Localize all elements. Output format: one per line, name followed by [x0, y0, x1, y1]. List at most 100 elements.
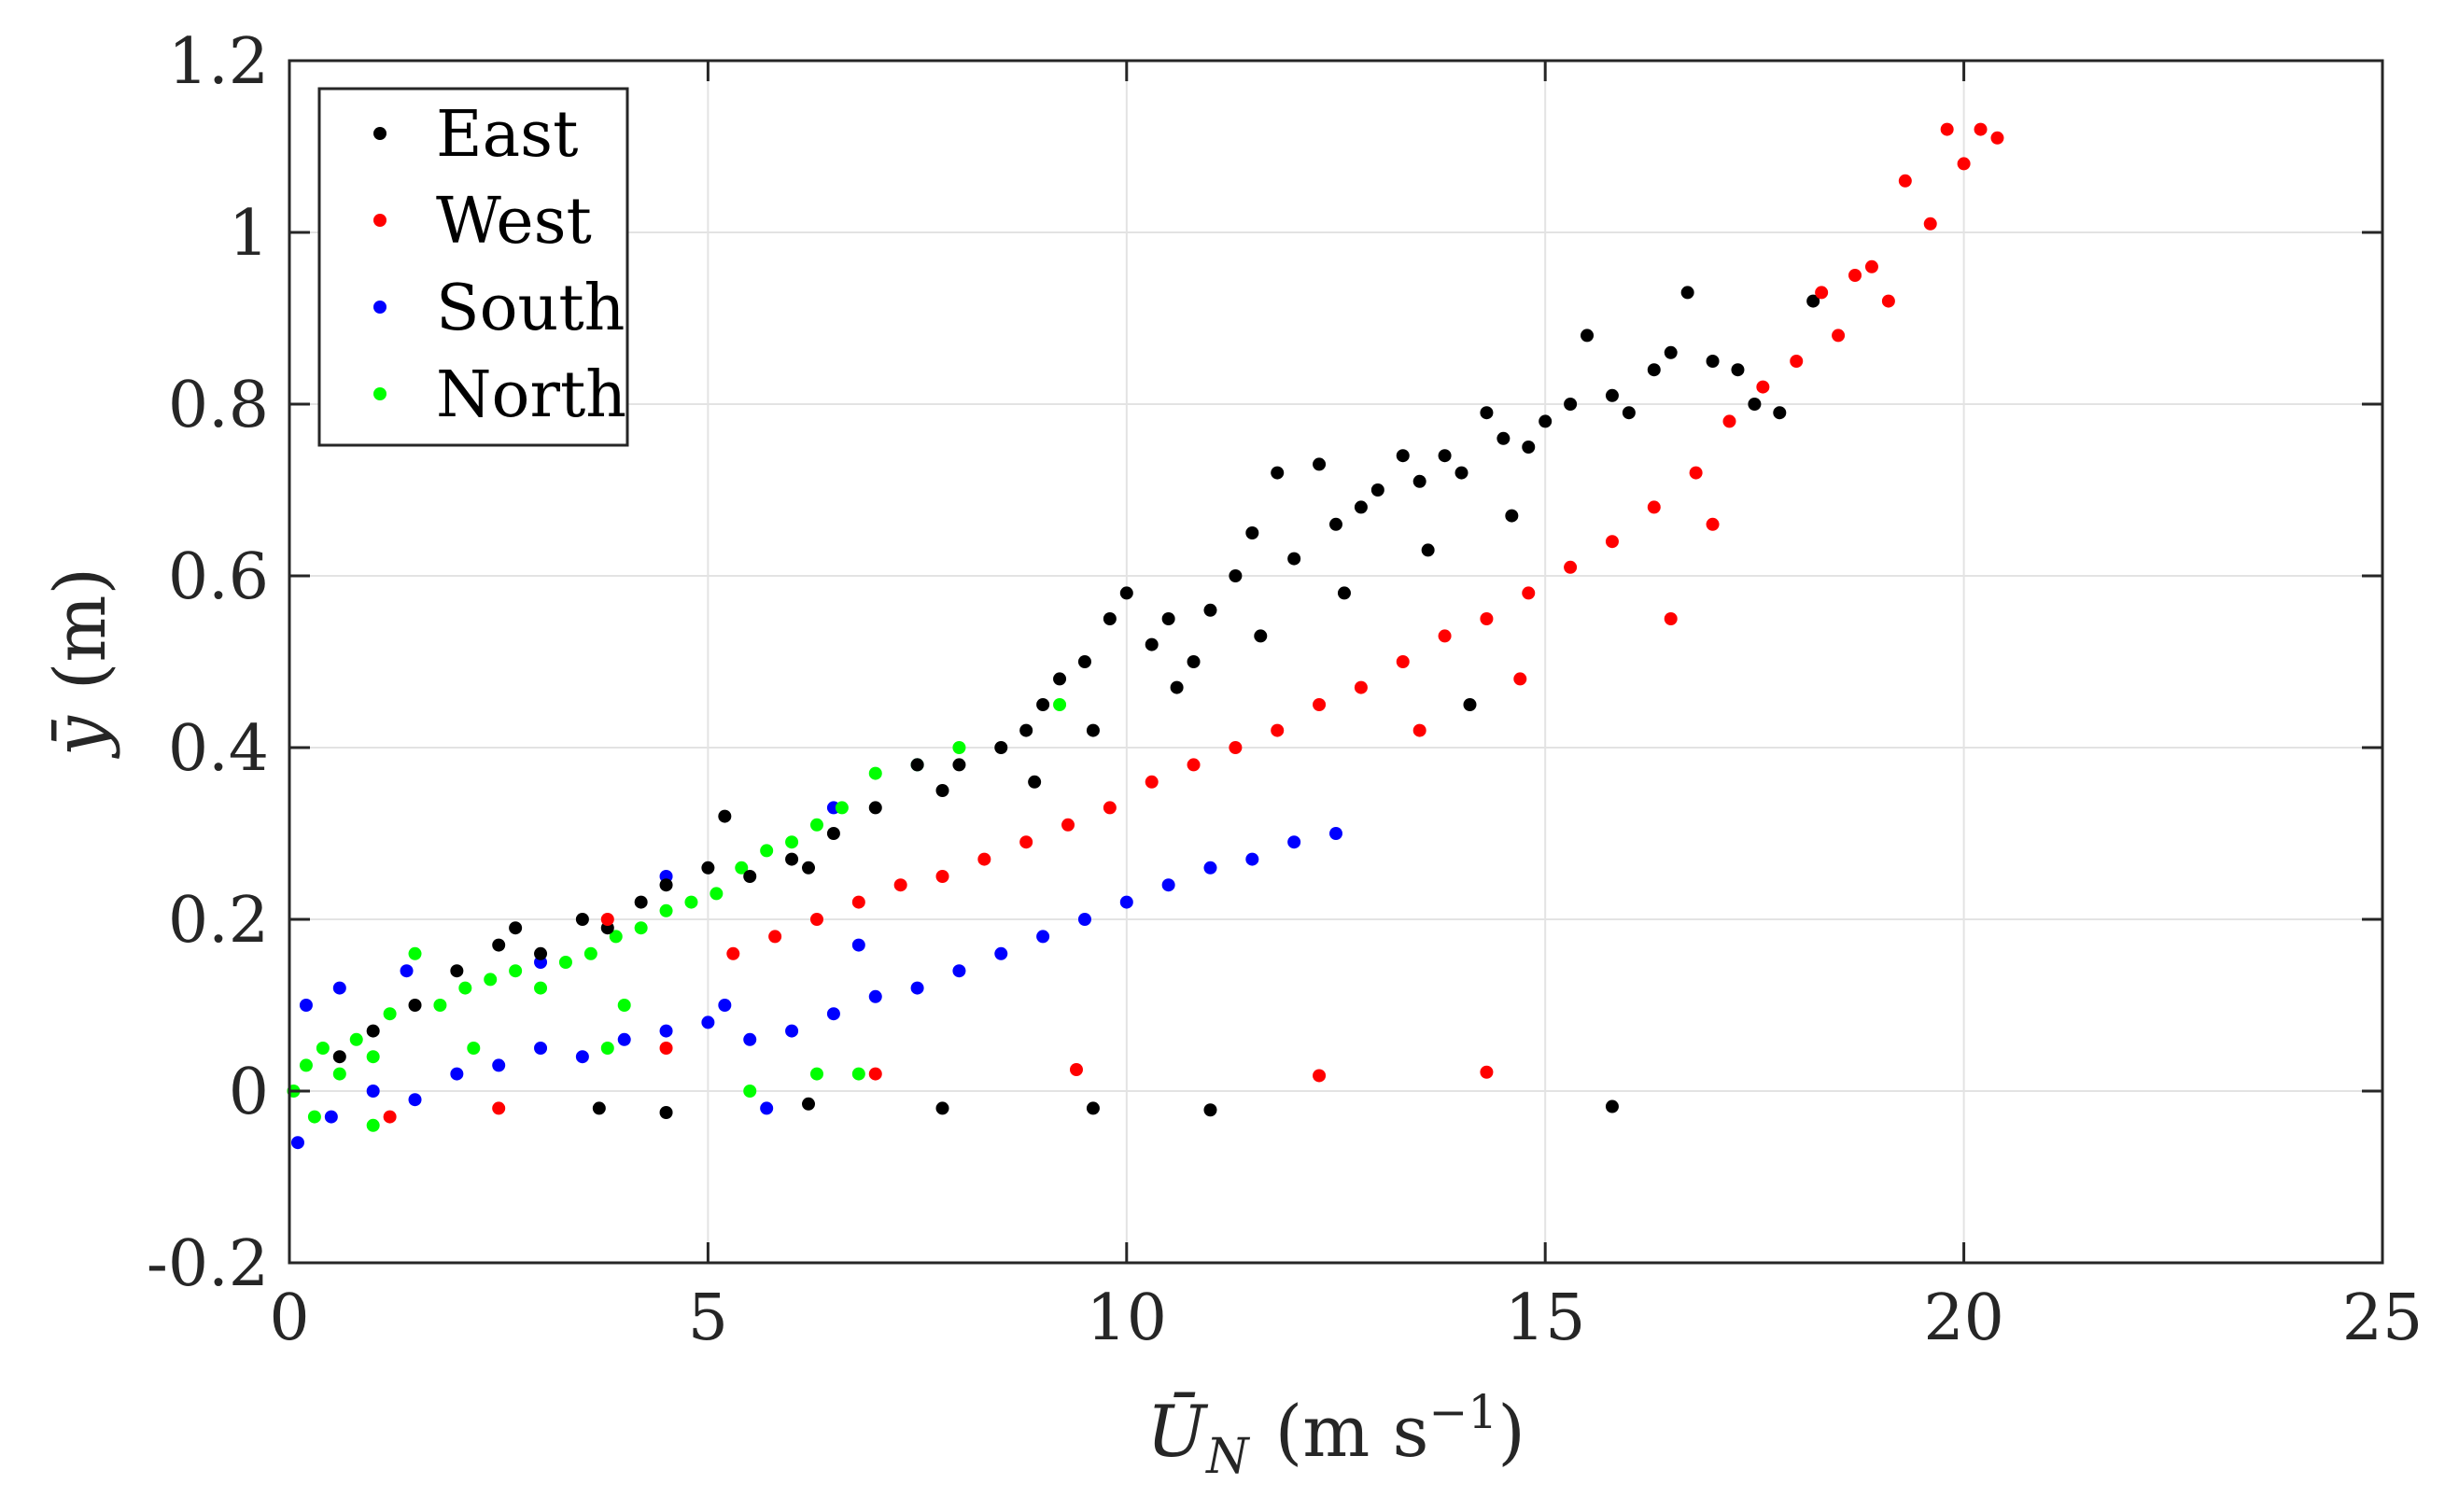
data-point-south — [1329, 827, 1342, 840]
data-point-south — [1161, 878, 1175, 892]
data-point-east — [1396, 449, 1410, 463]
data-point-west — [1480, 1065, 1494, 1079]
data-point-west — [1412, 723, 1426, 737]
data-point-north — [835, 801, 849, 815]
x-axis-unit-close: ) — [1497, 1390, 1525, 1473]
data-point-west — [868, 1067, 882, 1081]
data-point-east — [718, 809, 732, 823]
data-point-east — [1287, 552, 1301, 566]
data-point-east — [1077, 655, 1091, 668]
data-point-east — [826, 827, 840, 840]
data-point-east — [802, 1097, 816, 1111]
data-point-west — [1940, 122, 1954, 136]
data-point-west — [935, 870, 949, 883]
data-point-west — [1664, 612, 1678, 625]
data-point-south — [617, 1032, 631, 1046]
y-axis-symbol: ȳ — [38, 715, 121, 759]
series-west — [383, 122, 2004, 1124]
data-point-east — [1313, 457, 1327, 471]
data-point-east — [1203, 603, 1217, 617]
data-point-west — [1103, 801, 1117, 815]
x-tick-label: 10 — [1087, 1281, 1168, 1355]
data-point-east — [935, 784, 949, 797]
data-point-north — [583, 946, 597, 960]
data-point-east — [802, 861, 816, 875]
data-point-east — [1505, 509, 1519, 523]
data-point-east — [1036, 698, 1050, 711]
data-point-east — [492, 938, 506, 952]
data-point-east — [1370, 483, 1384, 497]
x-axis-subscript: N — [1204, 1429, 1250, 1485]
data-point-east — [450, 964, 464, 978]
legend-marker-south — [373, 301, 386, 314]
data-point-east — [1019, 723, 1033, 737]
data-point-south — [408, 1093, 422, 1107]
data-point-north — [809, 818, 823, 832]
plot-area-border — [288, 59, 2384, 1265]
legend: East West South North — [317, 87, 629, 447]
data-point-west — [809, 913, 823, 926]
data-point-north — [743, 1085, 757, 1098]
data-point-west — [1881, 294, 1895, 308]
data-points — [287, 122, 2004, 1150]
legend-marker-west — [373, 214, 386, 227]
data-point-east — [1605, 1099, 1619, 1113]
y-tick-label: 0.6 — [168, 540, 269, 614]
data-point-west — [1069, 1063, 1083, 1076]
data-point-west — [1313, 698, 1327, 711]
data-point-north — [509, 964, 523, 978]
x-tick-label: 25 — [2342, 1281, 2424, 1355]
data-point-west — [1790, 355, 1804, 368]
data-point-west — [1313, 1069, 1327, 1083]
data-point-north — [851, 1067, 865, 1081]
data-point-north — [634, 921, 648, 935]
data-point-west — [1522, 586, 1536, 600]
data-point-east — [1119, 586, 1133, 600]
y-axis-label: ȳ (m) — [38, 567, 121, 759]
data-point-south — [826, 1007, 840, 1021]
data-point-west — [1923, 217, 1937, 231]
data-point-west — [1480, 612, 1494, 625]
legend-label-west: West — [436, 185, 592, 259]
data-point-west — [851, 895, 865, 909]
data-point-north — [760, 844, 774, 858]
data-point-east — [785, 852, 799, 866]
data-point-east — [1354, 500, 1368, 514]
data-point-south — [324, 1110, 338, 1124]
data-point-west — [1396, 655, 1410, 668]
data-point-west — [1061, 818, 1075, 832]
data-point-west — [1354, 680, 1368, 694]
data-point-west — [1815, 286, 1829, 300]
data-point-north — [316, 1042, 330, 1055]
data-point-east — [1622, 406, 1636, 420]
x-axis-unit: (m s — [1275, 1390, 1429, 1473]
grid-lines — [289, 61, 2382, 1263]
data-point-north — [659, 903, 673, 917]
data-point-west — [1187, 758, 1201, 772]
data-point-east — [910, 758, 924, 772]
data-point-east — [509, 921, 523, 935]
data-point-west — [659, 1042, 673, 1055]
data-point-east — [1245, 526, 1259, 539]
data-point-south — [868, 989, 882, 1003]
x-tick-label: 20 — [1923, 1281, 2004, 1355]
data-point-south — [1119, 895, 1133, 909]
data-point-north — [809, 1067, 823, 1081]
data-point-north — [366, 1118, 380, 1132]
data-point-south — [575, 1050, 589, 1064]
data-point-east — [1522, 441, 1536, 454]
data-point-east — [701, 861, 715, 875]
data-point-north — [332, 1067, 346, 1081]
y-tick-label: 1 — [229, 197, 269, 271]
x-axis-label: ŪN (m s−1) — [1146, 1385, 1525, 1485]
data-point-east — [1028, 775, 1042, 789]
data-point-north — [710, 887, 724, 901]
data-point-east — [1203, 1103, 1217, 1117]
data-point-south — [1287, 835, 1301, 849]
data-point-south — [760, 1101, 774, 1115]
data-point-south — [534, 1042, 548, 1055]
data-point-south — [952, 964, 966, 978]
data-point-south — [1036, 930, 1050, 944]
data-point-west — [1438, 629, 1452, 643]
